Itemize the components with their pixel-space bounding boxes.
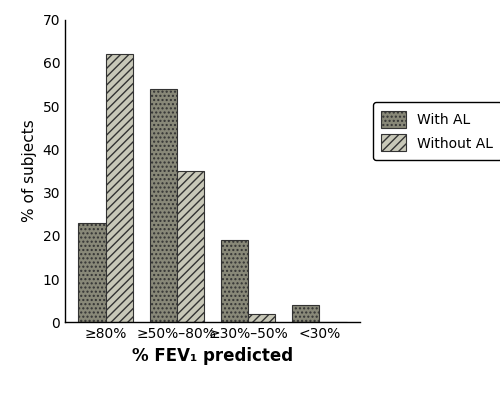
Bar [78,223,106,322]
Bar [292,305,320,322]
Legend: With AL, Without AL: With AL, Without AL [373,102,500,160]
X-axis label: % FEV₁ predicted: % FEV₁ predicted [132,347,293,365]
Bar [150,89,177,322]
Bar [177,171,204,322]
Bar [221,240,248,322]
Bar [106,54,132,322]
Bar [248,314,276,322]
Y-axis label: % of subjects: % of subjects [22,119,37,222]
